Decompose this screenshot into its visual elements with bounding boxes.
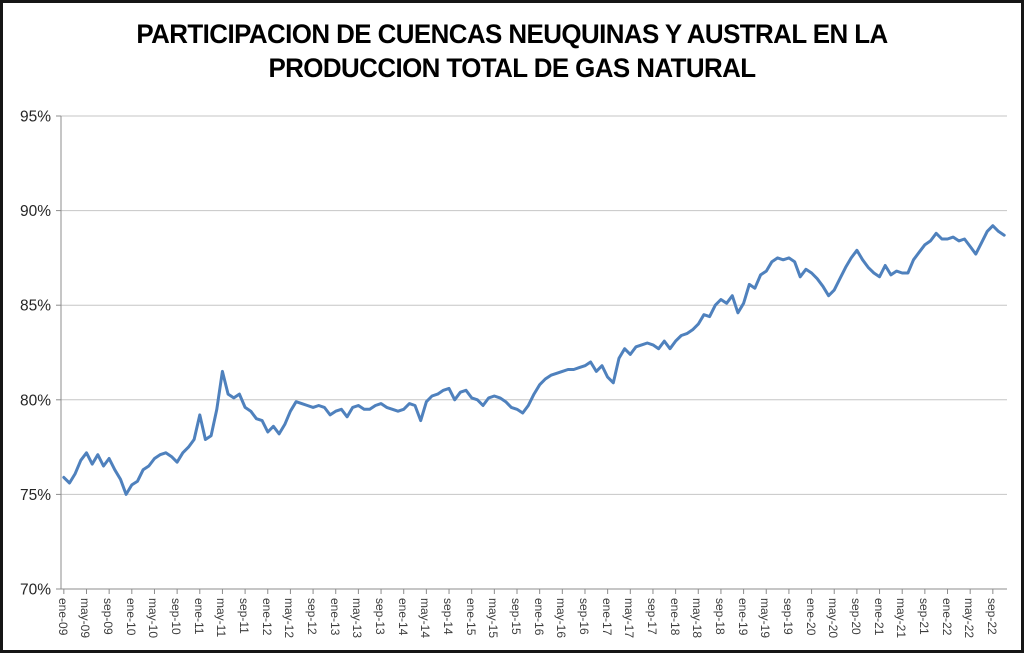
chart-title-line1: PARTICIPACION DE CUENCAS NEUQUINAS Y AUS… bbox=[136, 19, 888, 49]
y-tick-label: 70% bbox=[20, 582, 51, 599]
x-tick-label: sep-10 bbox=[169, 598, 184, 635]
x-tick-label: may-14 bbox=[418, 598, 433, 639]
x-tick-label: may-12 bbox=[282, 598, 297, 639]
x-tick-label: may-20 bbox=[826, 598, 841, 639]
x-tick-label: ene-09 bbox=[55, 598, 70, 636]
x-tick-label: may-19 bbox=[758, 598, 773, 639]
x-tick-label: may-22 bbox=[962, 598, 977, 639]
chart-title-line2: PRODUCCION TOTAL DE GAS NATURAL bbox=[268, 53, 756, 83]
x-tick-label: ene-15 bbox=[463, 598, 478, 636]
x-tick-label: ene-13 bbox=[327, 598, 342, 636]
x-tick-label: sep-22 bbox=[984, 598, 999, 635]
x-tick-label: ene-20 bbox=[803, 598, 818, 636]
x-tick-label: sep-16 bbox=[576, 598, 591, 635]
x-tick-label: ene-19 bbox=[735, 598, 750, 636]
x-tick-label: sep-14 bbox=[441, 598, 456, 635]
x-tick-label: ene-12 bbox=[259, 598, 274, 636]
x-tick-label: may-21 bbox=[894, 598, 909, 639]
plot-area: 70% 75% 80% 85% 90% 95% ene-09 may-09 sep-09 ene… bbox=[3, 3, 1021, 650]
x-tick-label: may-17 bbox=[622, 598, 637, 639]
x-tick-label: sep-13 bbox=[373, 598, 388, 635]
x-tick-label: may-16 bbox=[554, 598, 569, 639]
data-line bbox=[62, 224, 1006, 496]
chart-title: PARTICIPACION DE CUENCAS NEUQUINAS Y AUS… bbox=[23, 17, 1000, 85]
x-tick-label: sep-17 bbox=[644, 598, 659, 635]
x-tick-label: may-18 bbox=[690, 598, 705, 639]
x-tick-label: sep-11 bbox=[237, 598, 252, 634]
x-tick-label: ene-11 bbox=[191, 598, 206, 635]
x-tick-label: ene-18 bbox=[667, 598, 682, 636]
x-tick-label: sep-12 bbox=[305, 598, 320, 635]
y-tick-label: 85% bbox=[20, 298, 51, 315]
x-tick-label: ene-10 bbox=[123, 598, 138, 636]
x-tick-label: ene-21 bbox=[871, 598, 886, 636]
x-tick-label: may-09 bbox=[78, 598, 93, 639]
y-tick-label: 80% bbox=[20, 392, 51, 409]
x-tick-label: ene-16 bbox=[531, 598, 546, 636]
x-tick-label: sep-20 bbox=[848, 598, 863, 635]
x-tick-label: may-11 bbox=[214, 598, 229, 638]
x-tick-label: may-10 bbox=[146, 598, 161, 639]
x-tick-label: may-13 bbox=[350, 598, 365, 639]
x-tick-label: ene-22 bbox=[939, 598, 954, 636]
x-tick-label: ene-17 bbox=[599, 598, 614, 636]
y-tick-label: 95% bbox=[20, 109, 51, 126]
plot-svg: 70% 75% 80% 85% 90% 95% bbox=[20, 109, 1007, 599]
y-tick-label: 90% bbox=[20, 203, 51, 220]
x-tick-label: sep-15 bbox=[509, 598, 523, 635]
x-tick-label: sep-09 bbox=[101, 598, 116, 635]
x-tick-label: ene-14 bbox=[395, 598, 410, 636]
x-tick-label: sep-18 bbox=[712, 598, 727, 635]
x-tick-label: may-15 bbox=[486, 598, 501, 639]
x-tick-label: sep-21 bbox=[916, 598, 931, 635]
x-tick-label: sep-19 bbox=[780, 598, 795, 635]
y-tick-label: 75% bbox=[20, 487, 51, 504]
